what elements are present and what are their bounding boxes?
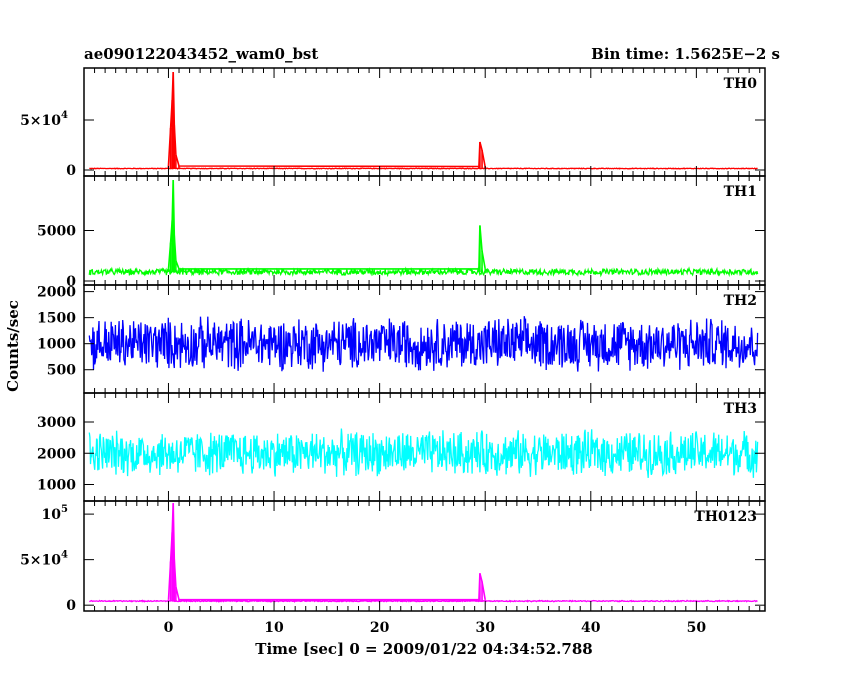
panel-label-th1: TH1 <box>724 184 757 200</box>
series-th2-noise <box>88 316 759 372</box>
y-tick-label: 5×104 <box>20 110 68 129</box>
chart-title-left: ae090122043452_wam0_bst <box>84 45 318 63</box>
series-th1-burst <box>167 179 486 270</box>
y-tick-label: 0 <box>66 163 76 179</box>
y-tick-exponent: 5 <box>61 504 68 515</box>
series-th0123-burst <box>167 503 486 601</box>
series-th0-noise <box>89 167 758 170</box>
y-tick-label: 5000 <box>37 224 76 240</box>
y-tick-exponent: 4 <box>61 550 68 561</box>
x-tick-label: 10 <box>264 620 284 636</box>
y-tick-label: 2000 <box>37 285 76 301</box>
y-tick-label: 2000 <box>37 446 76 462</box>
y-tick-label: 0 <box>66 598 76 614</box>
panel-label-th0: TH0 <box>724 76 758 92</box>
y-tick-label: 1500 <box>37 311 76 327</box>
x-tick-label: 50 <box>687 620 707 636</box>
y-tick-exponent: 4 <box>61 110 68 121</box>
y-tick-label: 3000 <box>37 415 76 431</box>
panel-label-th2: TH2 <box>724 293 757 309</box>
chart-title-right: Bin time: 1.5625E−2 s <box>591 45 780 63</box>
x-tick-label: 30 <box>475 620 495 636</box>
panel-frame-th0123 <box>83 500 766 612</box>
y-tick-label: 0 <box>66 274 76 290</box>
panel-frame-th0 <box>83 67 766 177</box>
panels-group: 05×104TH005000TH1500100015002000TH210002… <box>20 67 766 636</box>
series-th0123-noise <box>89 599 758 603</box>
y-tick-label: 500 <box>47 363 76 379</box>
panel-label-th0123: TH0123 <box>694 509 757 525</box>
y-axis-label: Counts/sec <box>4 300 22 392</box>
series-th1-noise <box>88 266 759 278</box>
series-th0-burst <box>167 71 486 168</box>
y-tick-label: 1000 <box>37 337 76 353</box>
y-tick-label: 5×104 <box>20 550 68 569</box>
x-tick-label: 20 <box>370 620 390 636</box>
y-tick-label: 105 <box>42 504 68 523</box>
x-tick-label: 0 <box>164 620 174 636</box>
panel-label-th3: TH3 <box>724 401 757 417</box>
x-tick-label: 40 <box>581 620 601 636</box>
x-axis-label: Time [sec] 0 = 2009/01/22 04:34:52.788 <box>255 640 592 658</box>
series-th3-noise <box>88 428 759 478</box>
y-tick-label: 1000 <box>37 478 76 494</box>
